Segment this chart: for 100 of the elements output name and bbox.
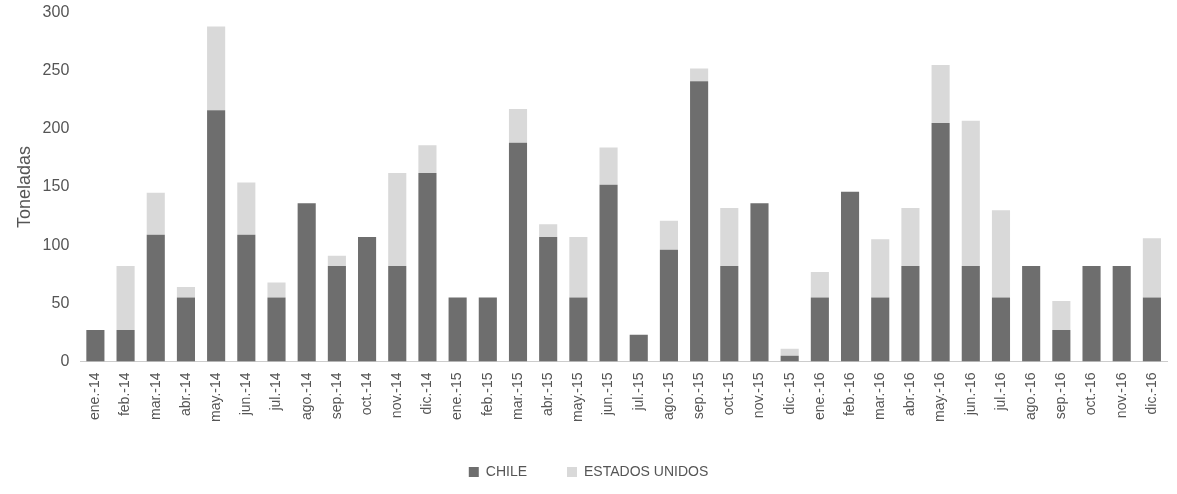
bar (720, 266, 739, 362)
bar (176, 287, 195, 298)
y-tick-label: 0 (60, 351, 70, 369)
bar (418, 173, 437, 362)
x-tick-label: mar.-15 (508, 372, 525, 420)
bar (388, 266, 407, 362)
bar (1142, 297, 1161, 362)
bar (1052, 330, 1071, 362)
bar (207, 26, 226, 111)
bar (931, 123, 950, 362)
bar (901, 207, 920, 267)
x-tick-label: abr.-15 (539, 372, 556, 417)
x-tick-label: jul.-16 (991, 372, 1008, 412)
bar (116, 266, 135, 331)
x-tick-label: oct.-14 (357, 372, 374, 416)
bar (297, 203, 316, 362)
y-tick-label: 300 (42, 3, 70, 21)
bar (720, 207, 739, 267)
y-tick-label: 150 (42, 177, 70, 195)
bar (418, 145, 437, 174)
y-tick-label: 100 (42, 235, 70, 253)
x-tick-label: oct.-15 (720, 372, 737, 416)
bar (659, 220, 678, 250)
bar (1142, 238, 1161, 298)
bar (539, 237, 558, 362)
bar (569, 237, 588, 298)
x-tick-label: ago.-14 (297, 372, 314, 420)
x-tick-label: jun.-15 (599, 372, 616, 417)
bar (629, 334, 648, 362)
x-tick-label: jun.-16 (961, 372, 978, 417)
bar (991, 210, 1011, 298)
bar (207, 110, 226, 362)
x-tick-label: mar.-16 (871, 372, 888, 420)
x-tick-label: ago.-15 (659, 372, 676, 420)
bar (358, 237, 377, 362)
bar (871, 297, 890, 362)
bar (810, 297, 829, 362)
x-tick-label: ago.-16 (1022, 372, 1039, 420)
bar (569, 297, 588, 362)
legend-label: CHILE (485, 462, 528, 479)
x-tick-label: ene.-14 (86, 372, 103, 420)
bar (659, 249, 678, 362)
bar (146, 234, 165, 362)
bar (961, 120, 980, 267)
x-tick-label: abr.-14 (176, 372, 193, 417)
x-tick-label: dic.-16 (1142, 372, 1159, 415)
x-tick-label: oct.-16 (1082, 372, 1099, 416)
bar (86, 330, 105, 362)
x-tick-label: ene.-15 (448, 372, 465, 420)
bar (508, 142, 528, 362)
bar (327, 255, 346, 267)
bar (810, 271, 829, 298)
bar (267, 282, 286, 298)
x-tick-label: may.-16 (931, 372, 948, 423)
bar (327, 266, 346, 362)
y-tick-label: 50 (51, 293, 70, 311)
bar (871, 239, 890, 298)
x-tick-label: feb.-16 (840, 372, 857, 417)
bar (961, 266, 980, 362)
x-tick-label: mar.-14 (146, 372, 163, 420)
bar (901, 266, 920, 362)
bar (176, 297, 195, 362)
x-tick-label: nov.-15 (750, 372, 767, 419)
bar (1052, 301, 1071, 331)
legend-label: ESTADOS UNIDOS (584, 462, 709, 479)
bar (448, 297, 467, 362)
x-tick-label: jul.-15 (629, 372, 646, 412)
bar (840, 191, 860, 362)
bar (267, 297, 286, 362)
bar (1112, 266, 1131, 362)
x-tick-label: sep.-15 (689, 372, 706, 420)
x-tick-label: dic.-14 (418, 372, 435, 415)
bar (237, 234, 256, 362)
bar (780, 348, 799, 356)
bar (1082, 266, 1101, 362)
x-tick-label: nov.-16 (1112, 372, 1129, 419)
x-tick-label: sep.-16 (1052, 372, 1069, 420)
x-tick-label: dic.-15 (780, 372, 797, 415)
y-axis-title: Toneladas (13, 145, 34, 229)
y-tick-label: 250 (42, 61, 70, 79)
x-tick-label: ene.-16 (810, 372, 827, 420)
bar (599, 147, 618, 185)
bar (508, 109, 528, 143)
x-tick-label: feb.-14 (116, 372, 133, 417)
x-tick-label: may.-14 (206, 372, 223, 423)
x-tick-label: jun.-14 (237, 372, 254, 417)
x-tick-label: nov.-14 (388, 372, 405, 419)
y-tick-label: 200 (42, 119, 70, 137)
bar (690, 81, 709, 362)
bar (116, 330, 135, 362)
bar (146, 192, 165, 235)
bar (599, 184, 618, 362)
bar (991, 297, 1011, 362)
bar (539, 224, 558, 238)
bar (237, 182, 256, 235)
x-tick-label: feb.-15 (478, 372, 495, 417)
x-tick-label: jul.-14 (267, 372, 284, 412)
bar (478, 297, 497, 362)
bar (690, 68, 709, 82)
bar (931, 64, 950, 124)
